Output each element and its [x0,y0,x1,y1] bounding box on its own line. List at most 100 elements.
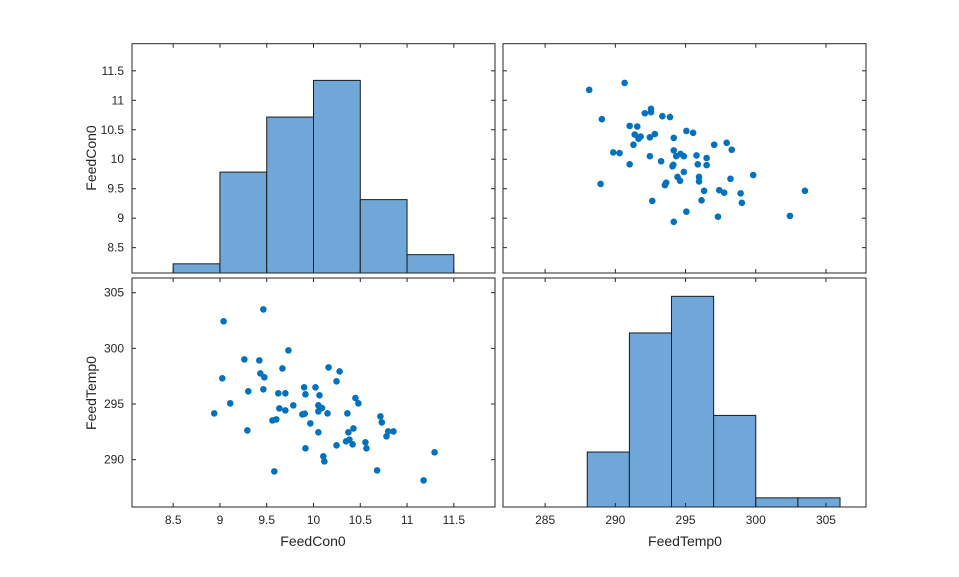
scatter-point [431,449,438,456]
scatter-point [300,384,308,391]
scatter-point [703,161,710,169]
scatter-point [694,161,702,168]
scatter-point [226,400,234,407]
scatter-point [315,428,322,436]
scatter-point [272,416,280,423]
scatter-point [275,390,282,397]
scatter-point [220,318,227,325]
scatter-point [285,347,292,354]
x-tick-label: 9.5 [258,513,275,527]
scatter-point [363,445,370,452]
scatter-point [256,357,263,364]
scatter-point [621,79,628,87]
scatter-point [276,405,283,412]
axes-box [131,277,496,508]
scatter-point [630,141,637,149]
x-tick-label: 290 [605,513,625,527]
scatter-point [695,173,703,181]
scatter-point [723,139,730,147]
scatter-point [378,419,386,426]
scatter-point [260,306,267,313]
scatter-point [727,175,734,183]
axes-box [502,43,867,274]
y-tick-label: 11.5 [102,64,125,78]
scatter-point [585,86,593,94]
y-tick-label: 9.5 [107,182,124,196]
scatter-point [786,212,794,220]
scatter-point [662,179,670,186]
scatter-point [244,388,252,395]
y-tick-label: 11 [112,93,125,107]
scatter-point [616,149,623,157]
y-tick-label: 8.5 [107,241,124,255]
scatter-point [344,410,351,417]
panel-feedtemp0-vs-feedcon0 [502,43,867,274]
scatter-point [218,375,226,382]
scatter-point [597,180,604,188]
histogram-bar [406,254,455,274]
scatter-point [307,420,314,427]
scatter-point [659,112,666,120]
axes-box [131,43,496,274]
scatter-point [279,365,286,372]
scatter-point [626,122,633,130]
scatter-point [670,161,677,169]
scatter-point [683,127,690,135]
scatter-point [321,458,328,465]
scatter-point [674,173,681,181]
histogram-bar [713,414,757,508]
histogram-bar [628,332,673,508]
scatter-point [666,113,674,121]
scatter-point [670,134,678,142]
scatter-point [683,208,690,215]
scatter-point [312,384,319,391]
y-tick-label: 290 [104,453,124,467]
scatter-point [749,171,757,179]
histogram-bar [219,171,268,274]
scatter-point [244,427,251,434]
scatter-point [270,468,278,475]
scatter-point [680,168,688,176]
y-tick-label: 295 [104,397,124,411]
x-tick-label: 11 [401,513,414,527]
scatter-point [261,374,268,381]
scatter-point [670,147,678,154]
histogram-bar [313,79,361,274]
scatter-point [703,154,710,162]
scatter-point [646,133,654,141]
histogram-bar [671,295,715,508]
histogram-bar [755,497,799,508]
scatter-point [302,391,309,398]
x-tick-label: 9 [217,513,224,527]
scatter-point [737,190,744,197]
scatter-point [241,356,248,363]
panel-feedtemp0-histogram: 285 290 295 300 305 [502,277,867,527]
x-tick-label: 295 [676,513,696,527]
scatter-point [710,141,718,149]
scatter-point [651,130,659,138]
scatter-point [647,105,655,113]
scatter-point [657,157,665,165]
scatter-point [598,115,606,123]
scatter-point [693,152,700,159]
histogram-bar [797,497,841,508]
scatter-point [700,187,708,195]
scatter-point [345,428,352,436]
scatter-point [333,378,340,385]
y-tick-label: 10 [111,152,125,166]
scatter-point [670,218,678,226]
scatter-point [637,133,644,140]
scatter-point [373,467,381,474]
y-tick-label: 300 [104,341,124,355]
x-axis-label-feedtemp0: FeedTemp0 [648,533,722,549]
scatter-point [346,436,353,443]
scatter-point [301,410,309,418]
scatter-point [720,189,728,197]
x-tick-label: 8.5 [165,513,182,527]
scatter-point [420,477,427,484]
scatter-point [260,386,267,393]
scatter-point [324,410,331,417]
scatter-point [631,131,639,138]
scatter-point [282,390,289,397]
